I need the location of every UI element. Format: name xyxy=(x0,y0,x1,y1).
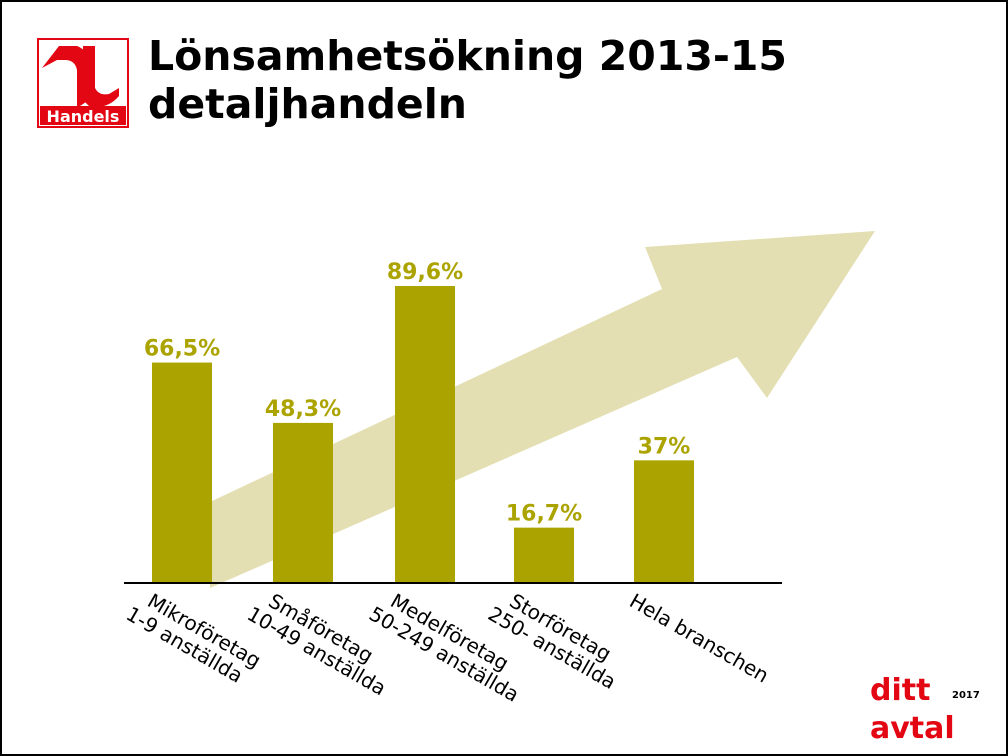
category-label: Småföretag10-49 anställda xyxy=(243,583,401,701)
title-line-2: detaljhandeln xyxy=(148,80,467,128)
handels-logo: Handels xyxy=(37,38,129,128)
data-label: 48,3% xyxy=(265,397,341,422)
data-label: 37% xyxy=(638,434,691,459)
bar xyxy=(273,422,333,583)
title-line-1: Lönsamhetsökning 2013-15 xyxy=(148,32,787,80)
category-label: Hela branschen xyxy=(626,589,773,688)
logo-text: Handels xyxy=(47,107,120,126)
bar xyxy=(395,286,455,583)
page-title: Lönsamhetsökning 2013-15 detaljhandeln xyxy=(148,32,787,128)
ditt-logo-year: 2017 xyxy=(952,690,980,701)
data-label: 66,5% xyxy=(144,337,220,362)
ditt-logo-line1: ditt xyxy=(870,674,930,708)
bar xyxy=(152,362,212,583)
data-label: 89,6% xyxy=(387,260,463,285)
ditt-logo-line2: avtal xyxy=(870,711,955,746)
bar xyxy=(634,460,694,583)
ditt-avtal-logo: ditt avtal 2017 xyxy=(868,673,992,746)
category-label: Mikroföretag1-9 anställda xyxy=(122,583,265,692)
category-label: Medelföretag50-249 anställda xyxy=(365,583,534,707)
bar xyxy=(514,527,574,583)
arrow-decoration xyxy=(210,231,875,588)
data-label: 16,7% xyxy=(506,502,582,527)
